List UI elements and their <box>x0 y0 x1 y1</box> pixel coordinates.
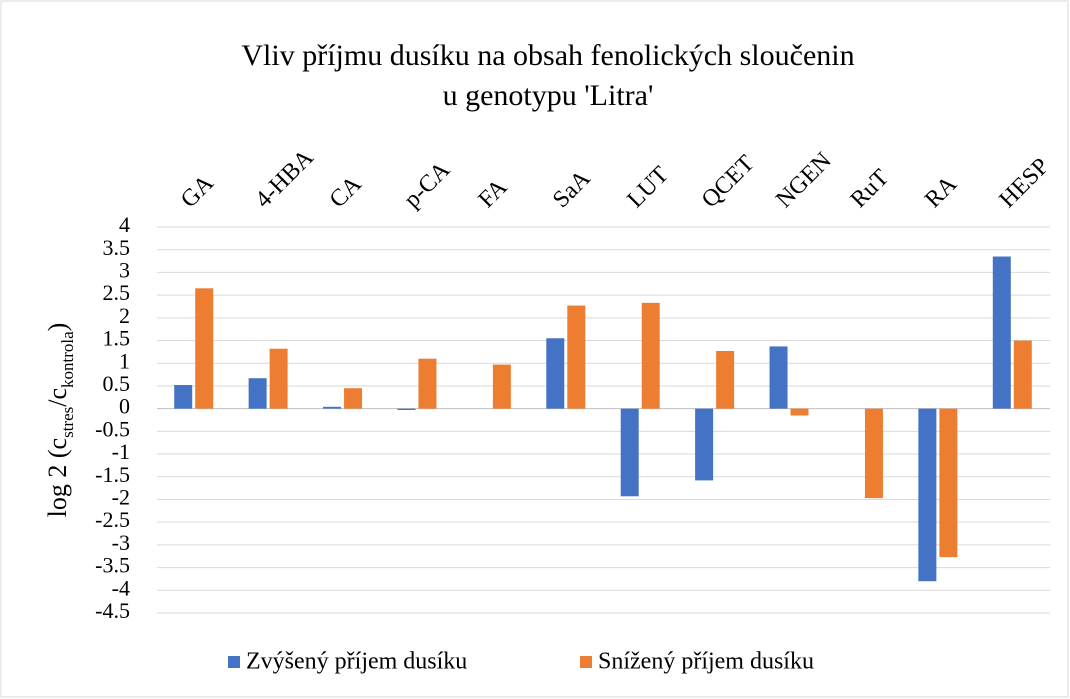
bar <box>769 346 788 409</box>
y-tick-label: 1.5 <box>103 326 131 351</box>
bar <box>269 348 288 409</box>
bar <box>344 388 363 409</box>
chart-title: Vliv příjmu dusíku na obsah fenolických … <box>241 39 854 72</box>
y-tick-label: 4 <box>119 212 130 237</box>
bar <box>546 338 565 409</box>
y-tick-label: -0.5 <box>95 416 130 441</box>
y-tick-label: 2.5 <box>103 280 131 305</box>
y-tick-label: -4.5 <box>95 598 130 623</box>
bar <box>620 408 639 497</box>
bar <box>397 408 416 411</box>
bar <box>790 408 809 416</box>
bar <box>992 256 1011 409</box>
y-tick-label: -2 <box>112 485 130 510</box>
legend-swatch <box>228 656 240 668</box>
y-tick-label: -3 <box>112 530 130 555</box>
bar <box>492 364 511 409</box>
y-tick-label: 1 <box>119 348 130 373</box>
y-tick-label: -2.5 <box>95 507 130 532</box>
legend-swatch <box>580 656 592 668</box>
chart-title: u genotypu 'Litra' <box>443 79 654 112</box>
y-tick-label: 2 <box>119 303 130 328</box>
y-axis-label: log 2 (cstres/ckontrola) <box>43 323 77 518</box>
bar <box>864 408 883 499</box>
bar <box>695 408 714 481</box>
bar <box>716 350 735 409</box>
y-tick-label: -1.5 <box>95 462 130 487</box>
y-tick-label: 3 <box>119 257 130 282</box>
bar <box>418 358 437 409</box>
bar <box>195 288 214 409</box>
bar <box>939 408 958 558</box>
y-tick-label: -3.5 <box>95 553 130 578</box>
bar <box>641 302 660 409</box>
bar <box>918 408 937 582</box>
legend-label: Snížený příjem dusíku <box>598 649 814 675</box>
bar <box>567 305 586 409</box>
y-tick-label: 0.5 <box>103 371 131 396</box>
legend-label: Zvýšený příjem dusíku <box>246 649 467 675</box>
y-tick-label: -4 <box>112 575 130 600</box>
y-tick-label: 0 <box>119 394 130 419</box>
bar <box>1013 340 1032 409</box>
y-tick-label: 3.5 <box>103 235 131 260</box>
bar <box>174 385 193 409</box>
bar <box>323 406 342 409</box>
y-tick-label: -1 <box>112 439 130 464</box>
bar <box>248 378 267 409</box>
